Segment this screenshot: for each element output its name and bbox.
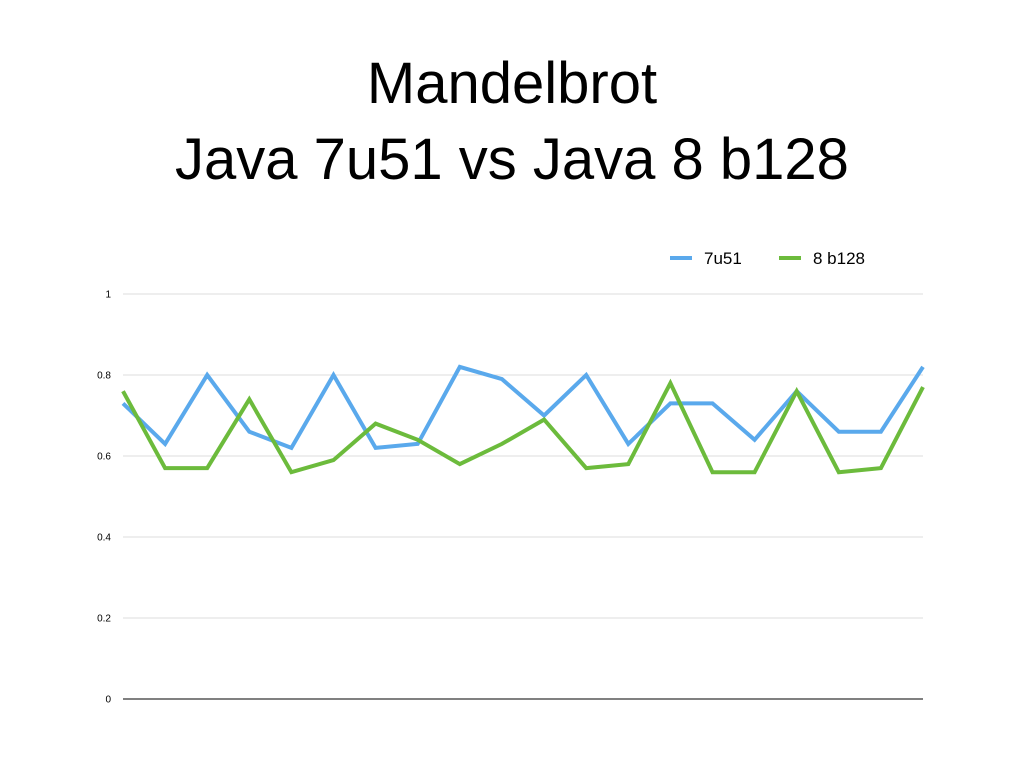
chart-title: Mandelbrot Java 7u51 vs Java 8 b128 bbox=[0, 46, 1024, 198]
y-tick-label: 0.4 bbox=[97, 533, 111, 544]
series-lines bbox=[121, 364, 925, 475]
legend-label: 7u51 bbox=[704, 249, 742, 268]
legend-label: 8 b128 bbox=[813, 249, 865, 268]
y-tick-label: 0 bbox=[105, 695, 111, 706]
y-tick-label: 0.8 bbox=[97, 371, 111, 382]
legend: 7u51 8 b128 bbox=[670, 249, 865, 268]
series-line-b bbox=[121, 378, 925, 475]
chart-title-line-1: Mandelbrot bbox=[366, 51, 658, 116]
grid-lines bbox=[123, 293, 923, 700]
y-axis-tick-labels: 0 0.2 0.4 0.6 0.8 1 bbox=[97, 290, 111, 706]
chart-title-line-2: Java 7u51 vs Java 8 b128 bbox=[175, 127, 849, 192]
series-line-a bbox=[121, 364, 925, 451]
y-tick-label: 0.6 bbox=[97, 452, 111, 463]
y-tick-label: 1 bbox=[105, 290, 111, 301]
y-tick-label: 0.2 bbox=[97, 614, 111, 625]
